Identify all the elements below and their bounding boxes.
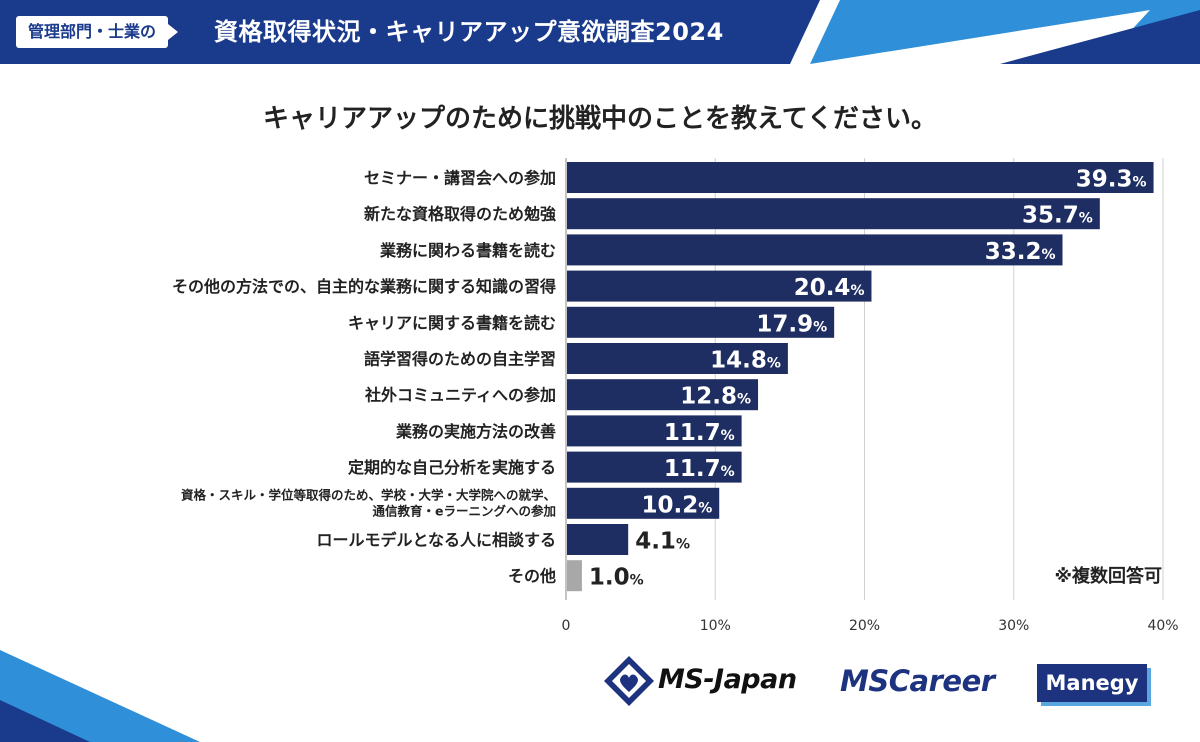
value-unit: % bbox=[721, 428, 735, 444]
category-label: 通信教育・eラーニングへの参加 bbox=[373, 503, 556, 518]
category-label: セミナー・講習会への参加 bbox=[364, 169, 556, 188]
ms-career-logo: MSCareer bbox=[840, 664, 995, 698]
banner-badge: 管理部門・士業の bbox=[16, 16, 179, 48]
bar bbox=[567, 162, 1154, 193]
ms-japan-logo: MS-Japan bbox=[658, 664, 797, 695]
value-label: 4.1% bbox=[635, 529, 690, 555]
category-label: 資格・スキル・学位等取得のため、学校・大学・大学院への就学、 bbox=[181, 487, 556, 502]
banner-accent-stripe-dark bbox=[1000, 10, 1200, 64]
ms-japan-logo-icon bbox=[604, 656, 654, 706]
value-unit: % bbox=[737, 392, 751, 408]
value-unit: % bbox=[850, 283, 864, 299]
value-unit: % bbox=[1133, 175, 1147, 191]
category-label: その他の方法での、自主的な業務に関する知識の習得 bbox=[172, 277, 556, 296]
value-label: 14.8% bbox=[710, 348, 781, 374]
value-label: 39.3% bbox=[1076, 167, 1147, 193]
category-label: その他 bbox=[508, 567, 556, 586]
category-label: ロールモデルとなる人に相談する bbox=[316, 531, 556, 550]
value-unit: % bbox=[676, 537, 690, 553]
category-label: 業務に関わる書籍を読む bbox=[379, 241, 556, 260]
category-label: 業務の実施方法の改善 bbox=[395, 422, 556, 441]
bar bbox=[567, 343, 788, 374]
value-unit: % bbox=[1041, 247, 1055, 263]
x-tick-label: 20% bbox=[849, 618, 880, 634]
value-label: 1.0% bbox=[589, 565, 644, 591]
value-unit: % bbox=[1079, 211, 1093, 227]
bar bbox=[567, 198, 1100, 230]
x-tick-label: 30% bbox=[998, 618, 1029, 634]
category-label: 定期的な自己分析を実施する bbox=[347, 458, 556, 477]
x-tick-label: 0 bbox=[562, 618, 571, 634]
category-label: 社外コミュニティへの参加 bbox=[364, 386, 556, 405]
value-unit: % bbox=[767, 356, 781, 372]
banner-background bbox=[0, 0, 820, 64]
bar bbox=[567, 306, 835, 338]
bar bbox=[567, 270, 872, 302]
bar bbox=[567, 487, 720, 519]
bar bbox=[567, 234, 1063, 266]
x-tick-label: 10% bbox=[700, 618, 731, 634]
header-banner bbox=[0, 0, 1200, 64]
bar bbox=[567, 379, 759, 411]
bar bbox=[567, 560, 582, 592]
multiple-answer-note: ※複数回答可 bbox=[1054, 566, 1163, 587]
footer-logos: MS-Japan MSCareer Manegy bbox=[600, 650, 1160, 720]
value-unit: % bbox=[813, 319, 827, 335]
value-unit: % bbox=[721, 464, 735, 480]
category-label: 語学習得のための自主学習 bbox=[364, 350, 556, 369]
bar bbox=[567, 451, 742, 483]
category-label: 新たな資格取得のため勉強 bbox=[364, 205, 556, 224]
value-label: 20.4% bbox=[794, 275, 865, 301]
bar bbox=[567, 524, 629, 555]
chart-title: キャリアアップのために挑戦中のことを教えてください。 bbox=[263, 104, 937, 134]
value-label: 10.2% bbox=[641, 492, 712, 518]
category-label: キャリアに関する書籍を読む bbox=[348, 313, 556, 332]
banner-accent-stripe bbox=[810, 0, 1200, 64]
banner-title: 資格取得状況・キャリアアップ意欲調査2024 bbox=[214, 18, 724, 46]
manegy-logo: Manegy bbox=[1037, 664, 1151, 706]
value-unit: % bbox=[630, 573, 644, 589]
x-tick-label: 40% bbox=[1147, 618, 1178, 634]
bar bbox=[567, 415, 742, 447]
value-unit: % bbox=[698, 500, 712, 516]
